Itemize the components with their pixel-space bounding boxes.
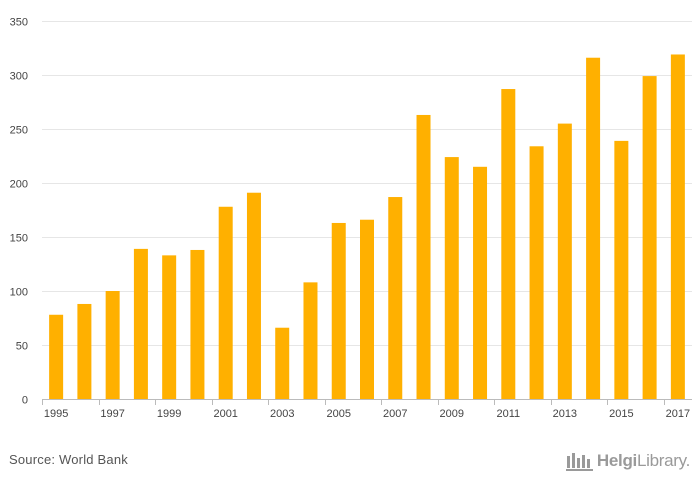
x-tick-label: 2015	[609, 408, 633, 420]
bar-2011	[501, 89, 516, 399]
y-tick-label: 350	[10, 17, 28, 29]
helgi-library-logo: HelgiLibrary.	[565, 448, 690, 474]
bar-2001	[218, 206, 233, 399]
bar-2013	[557, 123, 572, 399]
x-tick-label: 2007	[383, 408, 407, 420]
bar-2008	[416, 114, 431, 400]
bar-2010	[473, 166, 488, 399]
y-tick-label: 250	[10, 125, 28, 137]
x-tick-label: 2001	[213, 408, 237, 420]
bar-2000	[190, 249, 205, 399]
bar-chart: 0 50 100 150 200 250 300 350 1995 1997 1999 2001 20…	[10, 17, 692, 420]
bar-2003	[275, 327, 290, 399]
bar-1995	[49, 314, 64, 399]
x-tick-label: 1997	[100, 408, 124, 420]
y-tick-labels: 0 50 100 150 200 250 300 350	[10, 17, 28, 407]
bar-2015	[614, 140, 629, 399]
bar-2005	[331, 222, 346, 399]
bar-2014	[586, 57, 601, 399]
bars	[49, 54, 685, 400]
bar-2004	[303, 282, 318, 399]
y-tick-label: 150	[10, 233, 28, 245]
y-tick-label: 50	[16, 341, 28, 353]
x-tick-label: 2003	[270, 408, 294, 420]
y-tick-label: 300	[10, 71, 28, 83]
x-tick-label: 1999	[157, 408, 181, 420]
source-note: Source: World Bank	[9, 452, 128, 467]
y-tick-label: 0	[22, 395, 28, 407]
chart-footer: Source: World Bank HelgiLibrary.	[0, 445, 700, 483]
bar-1996	[77, 303, 92, 399]
bar-2002	[246, 192, 261, 399]
brand-name: HelgiLibrary.	[596, 451, 690, 470]
bar-1998	[133, 248, 148, 399]
axes	[42, 399, 692, 405]
x-tick-label: 2017	[666, 408, 690, 420]
x-tick-label: 2011	[496, 408, 520, 420]
y-tick-label: 200	[10, 179, 28, 191]
bar-2006	[360, 219, 374, 399]
y-tick-label: 100	[10, 287, 28, 299]
bar-1997	[105, 291, 120, 399]
x-tick-label: 2009	[440, 408, 464, 420]
library-building-icon	[565, 453, 593, 471]
x-tick-label: 1995	[44, 408, 68, 420]
bar-2007	[388, 197, 403, 399]
bar-2017	[670, 54, 685, 399]
x-tick-label: 2005	[326, 408, 350, 420]
bar-1999	[162, 255, 177, 399]
x-tick-label: 2013	[553, 408, 577, 420]
bar-2009	[444, 157, 459, 399]
x-tick-labels: 1995 1997 1999 2001 2003 2005 2007 2009 2011 2013…	[44, 408, 690, 420]
bar-2012	[529, 146, 544, 399]
bar-2016	[642, 76, 657, 399]
